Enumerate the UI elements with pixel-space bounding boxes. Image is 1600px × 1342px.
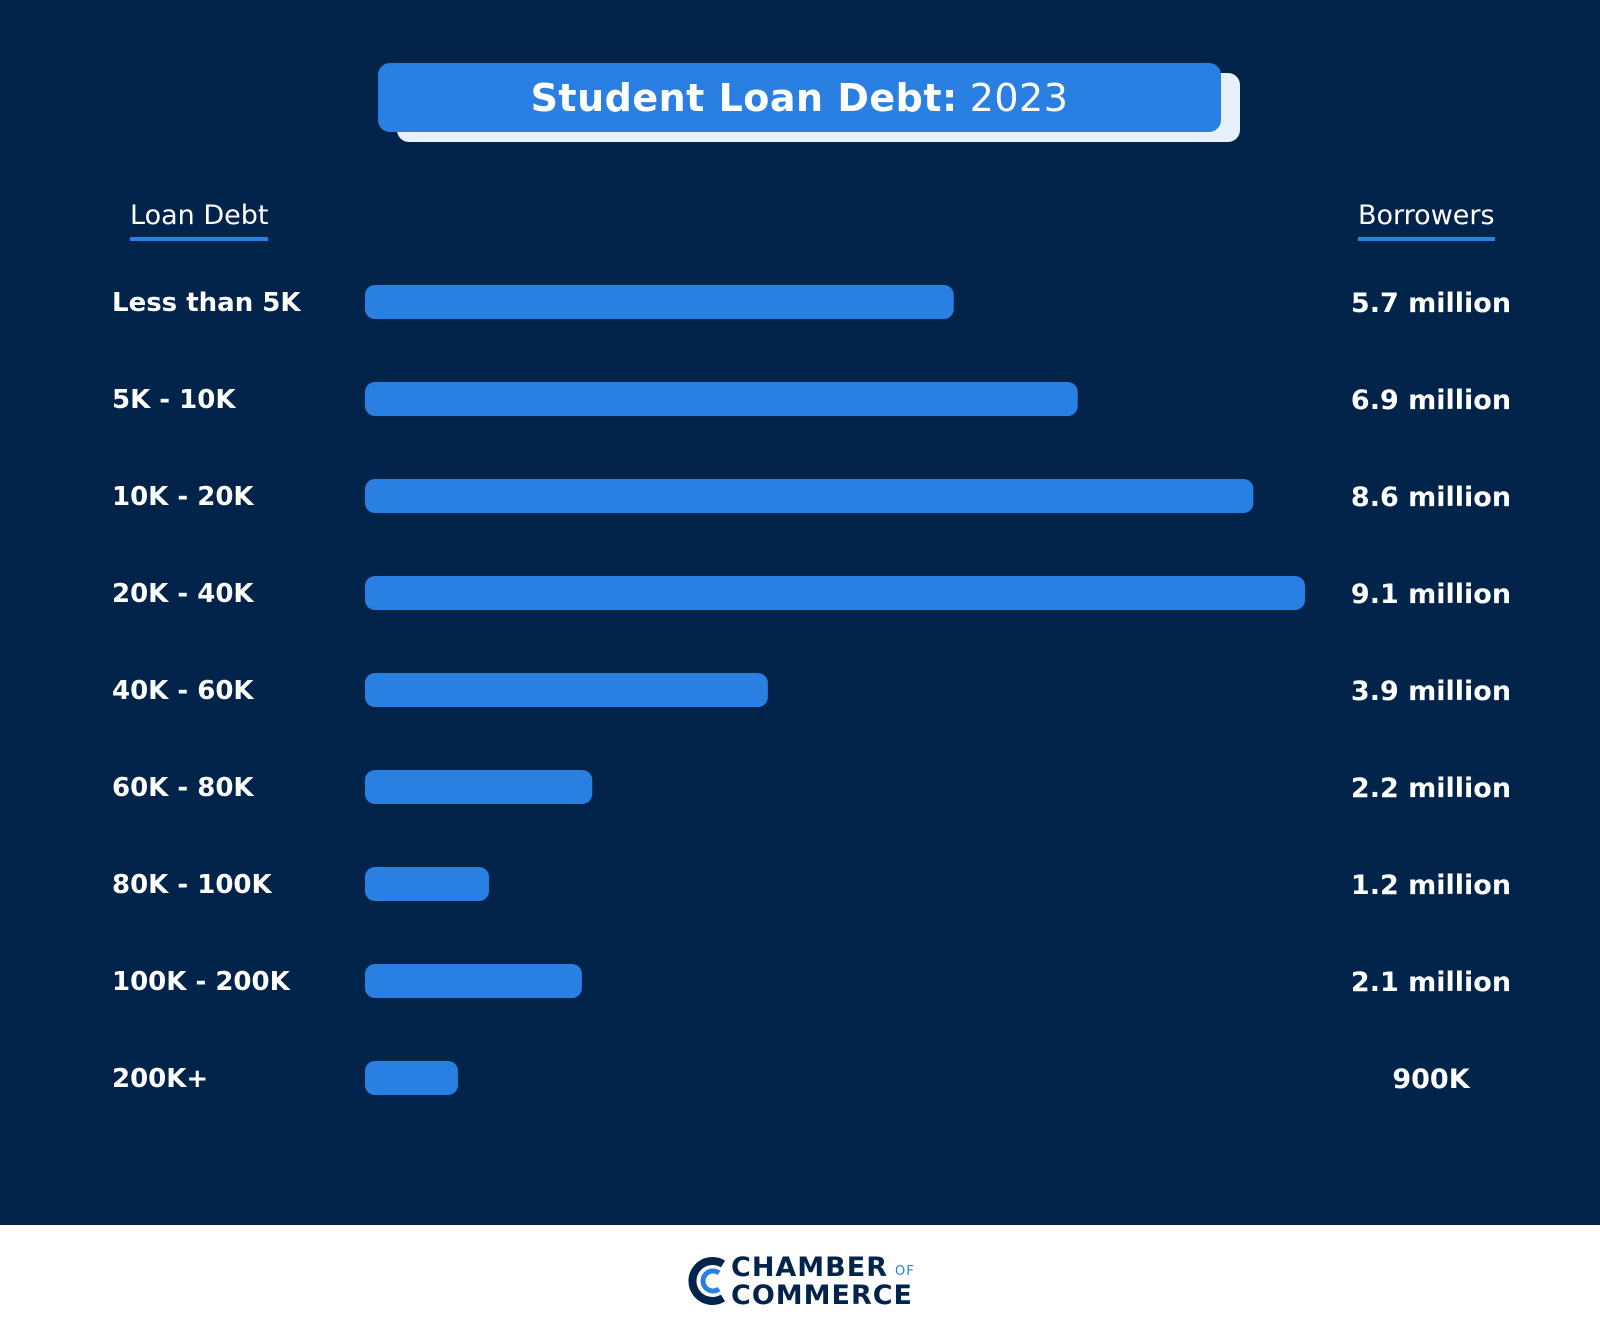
borrowers-column-header: Borrowers	[1358, 200, 1495, 241]
chart-panel	[0, 0, 1600, 1225]
value-label: 2.1 million	[1351, 967, 1511, 998]
value-label: 9.1 million	[1351, 579, 1511, 610]
bar	[365, 382, 1078, 416]
bar-chart: Less than 5K 5.7 million 5K - 10K 6.9 milli…	[112, 285, 1511, 1095]
logo-text-chamber: CHAMBER	[731, 1252, 888, 1283]
category-label: Less than 5K	[112, 288, 301, 318]
bar	[365, 964, 582, 998]
value-label: 5.7 million	[1351, 288, 1511, 319]
category-label: 40K - 60K	[112, 676, 254, 706]
bar	[365, 1061, 458, 1095]
category-label: 200K+	[112, 1064, 208, 1094]
chamber-of-commerce-logo: CHAMBER OF COMMERCE	[685, 1254, 925, 1314]
category-label: 10K - 20K	[112, 482, 254, 512]
value-label: 900K	[1392, 1064, 1470, 1095]
bar	[365, 285, 954, 319]
value-label: 2.2 million	[1351, 773, 1511, 804]
chart-title-text: Student Loan Debt:	[530, 75, 958, 120]
value-label: 1.2 million	[1351, 870, 1511, 901]
value-label: 8.6 million	[1351, 482, 1511, 513]
chart-title-banner: Student Loan Debt: 2023	[378, 63, 1240, 142]
chart-title: Student Loan Debt: 2023	[378, 63, 1221, 132]
logo-text-of: OF	[895, 1264, 915, 1279]
category-label: 60K - 80K	[112, 773, 254, 803]
value-label: 6.9 million	[1351, 385, 1511, 416]
category-label: 5K - 10K	[112, 385, 236, 415]
footer	[0, 1225, 1600, 1342]
logo-text-commerce: COMMERCE	[731, 1280, 913, 1311]
loan-debt-column-header: Loan Debt	[130, 200, 269, 241]
bar	[365, 576, 1305, 610]
bar	[365, 770, 593, 804]
chart-title-year: 2023	[969, 75, 1069, 120]
category-label: 20K - 40K	[112, 579, 254, 609]
value-label: 3.9 million	[1351, 676, 1511, 707]
category-label: 80K - 100K	[112, 870, 272, 900]
bar	[365, 673, 768, 707]
chamber-logo-icon	[688, 1257, 726, 1305]
bar	[365, 867, 489, 901]
bar	[365, 479, 1254, 513]
category-label: 100K - 200K	[112, 967, 291, 997]
